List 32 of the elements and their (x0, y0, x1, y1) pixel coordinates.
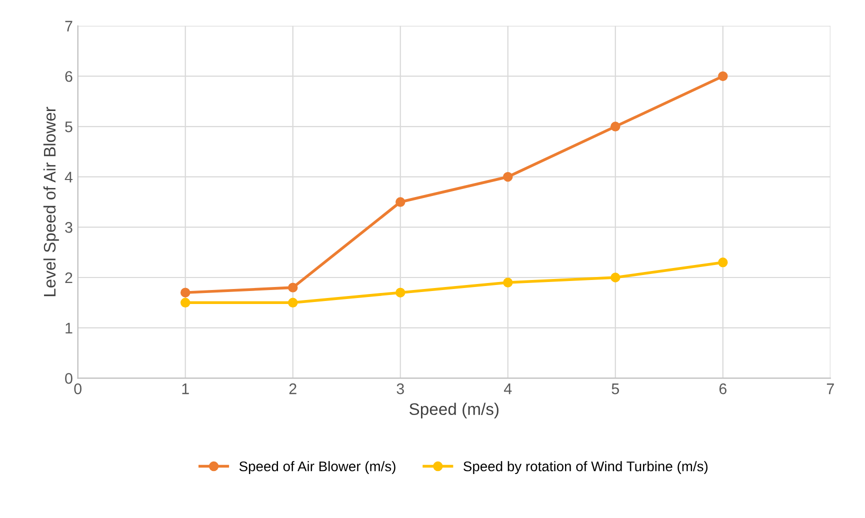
x-tick-label: 6 (719, 383, 726, 394)
x-tick-label: 0 (74, 383, 82, 394)
x-tick-label: 1 (182, 384, 189, 394)
y-tick-label: 0 (65, 373, 72, 384)
legend-label: Speed by rotation of Wind Turbine (m/s) (464, 461, 708, 474)
point (610, 122, 620, 132)
y-tick-label: 7 (65, 20, 72, 32)
x-axis-title: Speed (m/s) (410, 402, 498, 418)
y-tick-label: 3 (65, 222, 72, 233)
point (288, 298, 298, 308)
point (396, 197, 406, 207)
point (180, 288, 190, 298)
point (718, 71, 728, 82)
x-tick-label: 3 (396, 383, 404, 394)
y-tick-label: 6 (65, 71, 72, 82)
legend-label: Speed of Air Blower (m/s) (239, 461, 396, 474)
point (718, 258, 728, 268)
point (610, 272, 620, 282)
x-tick-label: 5 (612, 384, 619, 394)
point (503, 278, 513, 288)
y-tick-label: 2 (65, 272, 72, 284)
x-tick-label: 4 (504, 384, 512, 394)
point (180, 298, 190, 308)
y-axis-title: Level Speed of Air Blower (43, 106, 59, 296)
y-tick-label: 4 (64, 172, 73, 182)
y-tick-label: 5 (65, 122, 72, 132)
point (288, 282, 298, 292)
point (503, 172, 513, 182)
x-tick-label: 7 (826, 384, 834, 394)
point (396, 288, 406, 298)
x-tick-label: 2 (289, 383, 296, 394)
y-tick-label: 1 (66, 322, 72, 334)
